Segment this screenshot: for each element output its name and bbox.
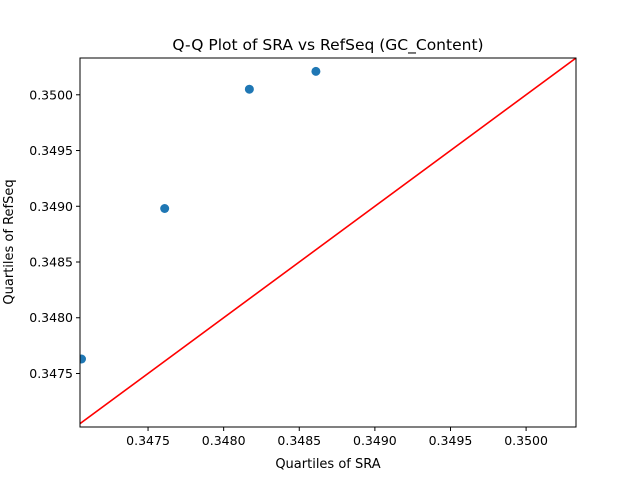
- y-tick-label: 0.3480: [29, 310, 73, 325]
- x-tick-label: 0.3490: [353, 433, 397, 448]
- data-point-1: [80, 354, 87, 364]
- x-axis-ticks: 0.3475 0.3480 0.3485 0.3490 0.3495 0.3500: [126, 427, 548, 448]
- data-point-3: [244, 84, 254, 94]
- x-tick-label: 0.3485: [277, 433, 321, 448]
- y-tick-label: 0.3500: [29, 87, 73, 102]
- data-point-4: [311, 66, 321, 76]
- plot-frame: [79, 57, 577, 428]
- y-tick-label: 0.3495: [29, 143, 73, 158]
- reference-line: [80, 58, 576, 425]
- plot-content: [80, 58, 576, 425]
- x-tick-label: 0.3495: [429, 433, 473, 448]
- x-tick-label: 0.3500: [504, 433, 548, 448]
- data-point-2: [160, 203, 170, 213]
- y-tick-label: 0.3485: [29, 255, 73, 270]
- x-axis-label: Quartiles of SRA: [275, 457, 380, 472]
- chart-title: Q-Q Plot of SRA vs RefSeq (GC_Content): [172, 36, 483, 55]
- y-axis-label: Quartiles of RefSeq: [2, 179, 17, 304]
- y-tick-label: 0.3475: [29, 366, 73, 381]
- y-tick-label: 0.3490: [29, 199, 73, 214]
- x-tick-label: 0.3480: [202, 433, 246, 448]
- x-tick-label: 0.3475: [126, 433, 170, 448]
- y-axis-ticks: 0.3475 0.3480 0.3485 0.3490 0.3495 0.3500: [29, 87, 80, 381]
